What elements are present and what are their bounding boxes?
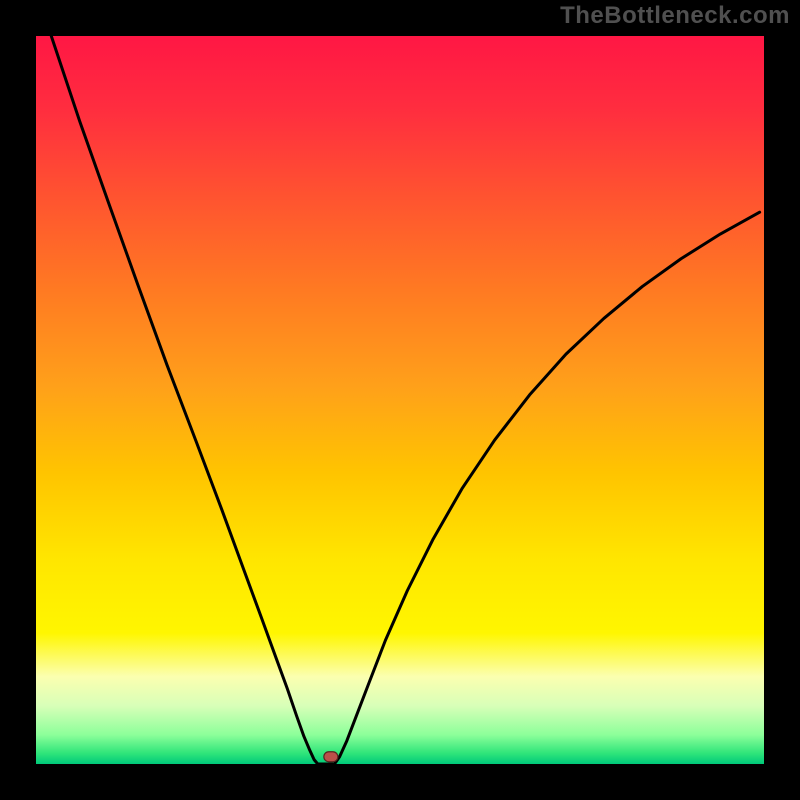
chart-stage: TheBottleneck.com bbox=[0, 0, 800, 800]
plot-area bbox=[36, 36, 764, 764]
watermark-text: TheBottleneck.com bbox=[560, 2, 790, 30]
heat-gradient bbox=[36, 36, 764, 764]
